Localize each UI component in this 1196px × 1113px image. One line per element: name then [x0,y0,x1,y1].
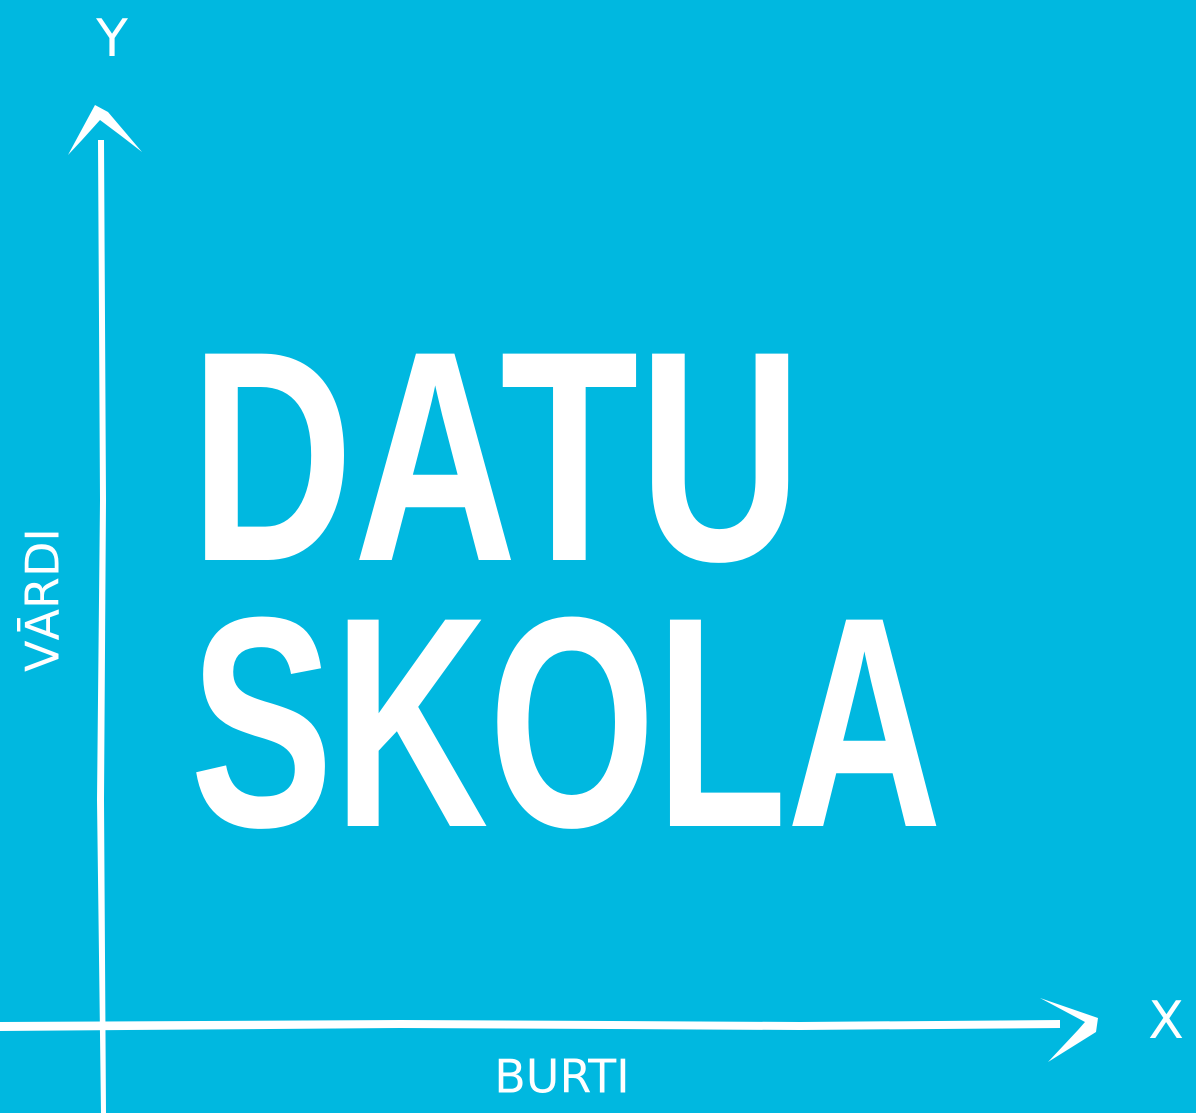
x-label: X [1148,991,1184,1051]
x-axis [0,1020,1060,1031]
x-title: BURTI [494,1050,630,1104]
y-label: Y [95,9,128,69]
title-line-2: SKOLA [190,554,942,890]
x-arrow [1040,998,1098,1062]
y-title: VĀRDI [16,528,70,672]
title-line-1: DATU [190,288,802,624]
y-arrow [68,105,142,155]
y-axis [97,140,106,1113]
